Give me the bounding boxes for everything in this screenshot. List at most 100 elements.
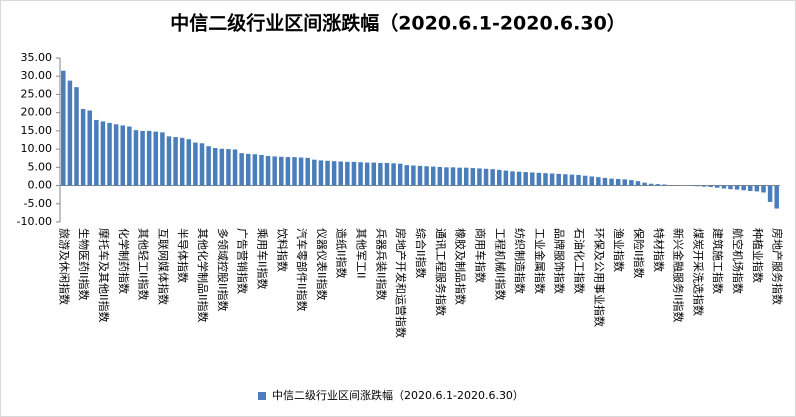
bar: [94, 119, 99, 186]
bar: [497, 169, 502, 186]
bar: [642, 182, 647, 186]
bar: [734, 185, 740, 190]
bar: [622, 179, 628, 186]
bar: [490, 169, 495, 186]
bar: [437, 166, 443, 186]
x-tick-label: 煤炭开采洗选指数: [691, 228, 705, 316]
bar: [774, 185, 779, 209]
bar: [285, 157, 291, 186]
bar: [61, 70, 66, 186]
bar: [272, 156, 277, 186]
bar: [596, 177, 601, 186]
x-tick-label: 摩托车及其他II指数: [97, 228, 111, 323]
bar: [563, 174, 568, 186]
x-tick-label: 新兴金融服务II指数: [672, 228, 686, 323]
x-tick-label: 造纸II指数: [335, 228, 349, 279]
bar: [523, 172, 528, 186]
bar: [80, 109, 86, 186]
x-tick-label: 品牌服饰指数: [553, 228, 567, 294]
y-tick-label: 5.00: [28, 160, 53, 173]
bar: [318, 160, 324, 186]
bar: [292, 157, 297, 186]
bar: [549, 173, 555, 186]
bar: [371, 162, 377, 186]
bar: [252, 154, 258, 186]
bar: [246, 153, 251, 186]
x-tick-label: 综合II指数: [414, 228, 428, 279]
bar: [87, 110, 92, 186]
bar: [312, 159, 317, 186]
bar: [107, 122, 112, 186]
x-tick-label: 通讯工程服务指数: [434, 228, 448, 316]
bar: [761, 185, 766, 193]
bar: [199, 143, 205, 186]
bar: [391, 163, 396, 186]
bar: [206, 146, 211, 186]
bar: [417, 165, 423, 186]
bar: [483, 168, 489, 186]
bar: [153, 131, 159, 186]
x-tick-label: 化学制药指数: [117, 228, 131, 294]
bar: [298, 157, 304, 186]
bar: [662, 184, 667, 186]
bar: [450, 167, 456, 186]
y-tick-label: -10.00: [17, 215, 52, 228]
bar: [133, 130, 139, 186]
bar: [384, 162, 390, 186]
bar: [503, 170, 509, 186]
bar: [338, 161, 343, 186]
bar: [345, 161, 350, 186]
x-tick-label: 其他化学制品II指数: [196, 228, 210, 323]
bar: [536, 172, 542, 186]
bar: [239, 153, 244, 186]
legend-swatch: [258, 392, 266, 400]
bar: [193, 142, 198, 186]
bar: [721, 185, 727, 189]
bar: [609, 178, 614, 186]
bar: [325, 160, 330, 186]
y-tick-label: 25.00: [21, 87, 53, 100]
bar: [173, 137, 178, 186]
bar: [127, 126, 132, 186]
bar: [100, 121, 106, 186]
bar: [701, 185, 707, 187]
x-tick-label: 乘用车II指数: [255, 228, 269, 290]
bar: [556, 173, 561, 186]
y-tick-label: 35.00: [21, 51, 53, 64]
bar: [715, 185, 720, 188]
bar: [424, 166, 429, 186]
x-tick-label: 航空机场指数: [731, 228, 745, 294]
x-tick-label: 种植业指数: [751, 228, 765, 283]
bar: [510, 171, 515, 186]
bar: [602, 177, 608, 186]
bar: [470, 168, 476, 186]
bar: [305, 157, 310, 186]
y-tick-label: 0.00: [28, 179, 53, 192]
x-tick-label: 多领域控股II指数: [216, 228, 230, 312]
bar: [543, 173, 548, 186]
x-tick-label: 饮料指数: [275, 228, 289, 272]
bar: [160, 132, 165, 186]
bar: [754, 185, 760, 192]
bar: [120, 125, 125, 186]
bar: [615, 178, 621, 186]
bar: [430, 166, 436, 186]
x-tick-label: 工程机械II指数: [493, 228, 507, 301]
bar: [74, 87, 79, 186]
bar: [364, 162, 370, 186]
bar: [351, 161, 357, 186]
x-tick-label: 广告营销指数: [236, 228, 250, 294]
bar: [582, 175, 588, 186]
bar: [576, 174, 581, 186]
x-tick-label: 生物医药II指数: [77, 228, 91, 301]
x-tick-label: 工业金属指数: [533, 228, 547, 294]
y-tick-label: 15.00: [21, 124, 53, 137]
x-tick-label: 互联网媒体指数: [156, 228, 170, 305]
x-tick-label: 房地产服务指数: [771, 228, 785, 305]
x-tick-label: 特材指数: [652, 228, 666, 272]
bar: [166, 136, 172, 186]
bar: [444, 167, 449, 186]
x-tick-label: 房地产开发和运营指数: [394, 228, 408, 338]
